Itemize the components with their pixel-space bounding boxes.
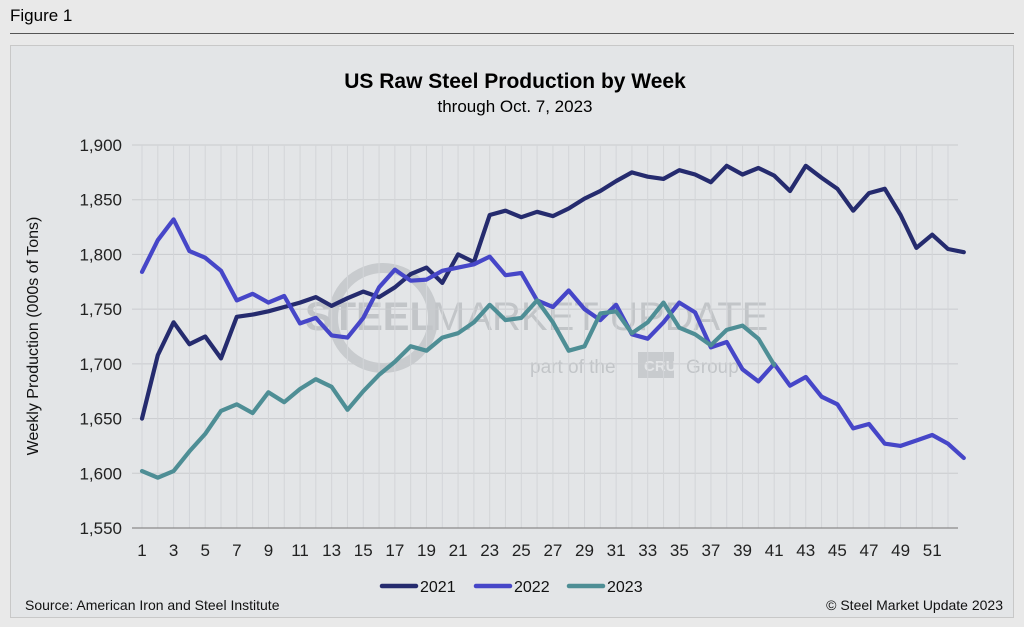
legend-label-2023: 2023 [607,579,643,596]
legend-label-2021: 2021 [420,579,456,596]
x-tick-labels: 1 3 5 7 9 11 13 15 17 19 21 23 25 27 29 31 33 35 37 39 41 43 4… [137,541,941,560]
copyright-note: © Steel Market Update 2023 [826,597,1003,613]
x-tick-label: 15 [354,541,373,560]
x-tick-label: 13 [322,541,341,560]
y-tick-labels: 1,550 1,600 1,650 1,700 1,750 1,800 1,850 1,900 [79,136,122,538]
x-tick-label: 29 [575,541,594,560]
x-tick-label: 11 [291,541,309,560]
x-tick-label: 17 [385,541,404,560]
watermark-cru-box [638,352,674,378]
x-tick-label: 47 [860,541,879,560]
watermark-part-of-the: part of the [530,357,616,378]
y-tick-label: 1,550 [79,519,122,538]
chart-panel [10,45,1014,618]
x-tick-label: 9 [264,541,273,560]
y-tick-label: 1,900 [79,136,122,155]
x-tick-label: 21 [449,541,468,560]
y-tick-label: 1,650 [79,410,122,429]
gridlines [132,144,958,529]
series-line-2023 [139,298,777,480]
x-tick-label: 1 [137,541,146,560]
y-tick-label: 1,600 [79,464,122,483]
legend: 2021 2022 2023 [379,579,643,596]
x-tick-label: 7 [232,541,241,560]
x-tick-label: 5 [200,541,209,560]
y-tick-label: 1,800 [79,245,122,264]
x-tick-label: 23 [480,541,499,560]
y-axis-label: Weekly Production (000s of Tons) [25,217,42,456]
series-line-2021 [139,163,966,421]
x-tick-label: 19 [417,541,436,560]
x-tick-label: 45 [828,541,847,560]
figure-label: Figure 1 [10,6,73,25]
source-note: Source: American Iron and Steel Institut… [25,597,280,613]
watermark-globe-icon [328,263,438,373]
x-tick-label: 27 [543,541,562,560]
x-tick-label: 3 [169,541,178,560]
watermark-group: Group [686,357,739,378]
y-tick-label: 1,700 [79,355,122,374]
x-tick-label: 49 [891,541,910,560]
x-tick-label: 35 [670,541,689,560]
legend-label-2022: 2022 [514,579,550,596]
x-tick-label: 33 [638,541,657,560]
x-tick-label: 37 [701,541,720,560]
y-tick-label: 1,850 [79,191,122,210]
x-tick-label: 25 [512,541,531,560]
x-tick-label: 39 [733,541,752,560]
x-tick-label: 31 [607,541,626,560]
series-lines [139,163,966,480]
x-tick-label: 43 [796,541,815,560]
chart-title: US Raw Steel Production by Week [344,70,686,93]
y-tick-label: 1,750 [79,300,122,319]
watermark-cru: CRU [644,358,677,375]
x-tick-label: 51 [923,541,942,560]
top-rule [10,33,1014,34]
chart-subtitle: through Oct. 7, 2023 [438,97,593,116]
x-tick-label: 41 [765,541,784,560]
series-line-2022 [139,217,966,461]
